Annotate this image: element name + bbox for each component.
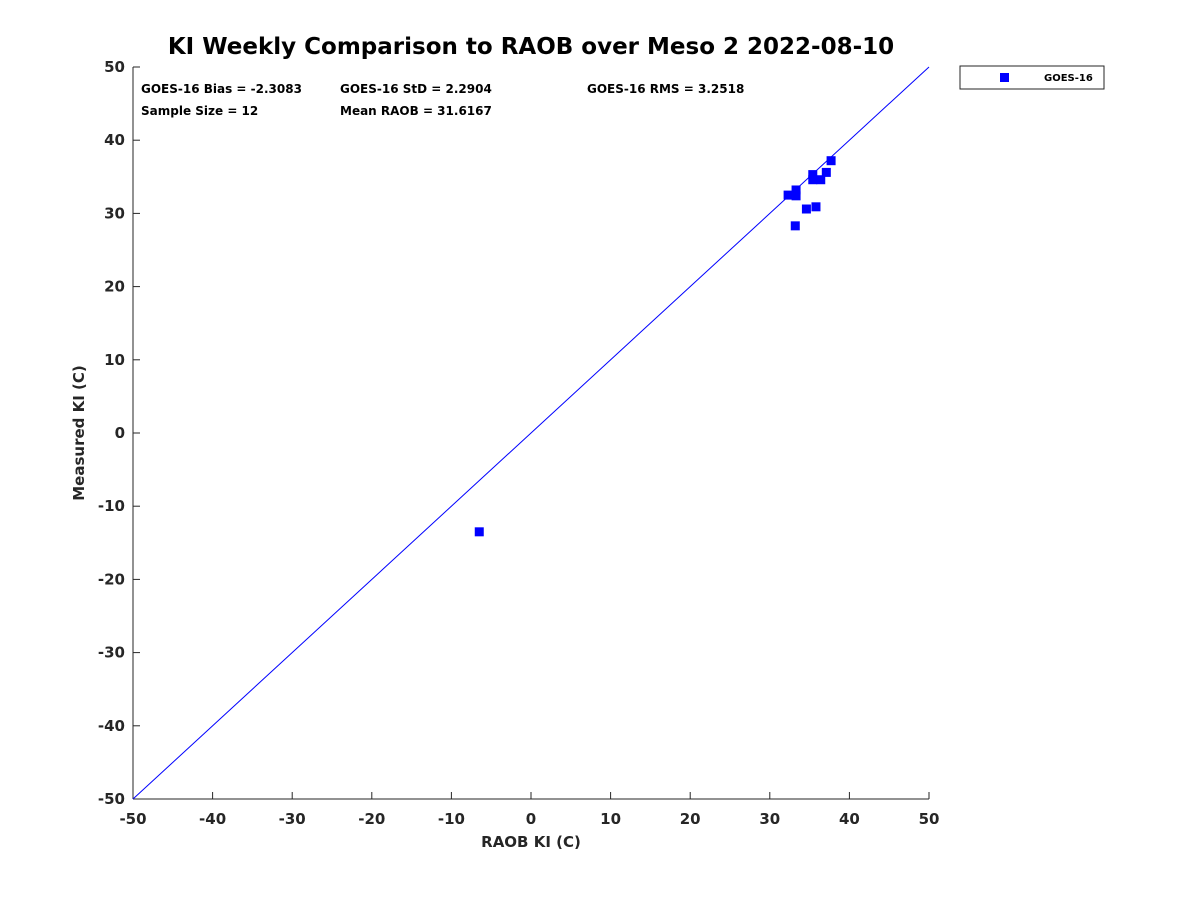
x-tick-label: -10	[438, 810, 465, 828]
x-ticks: -50 -40 -30 -20 -10 0 10 20 30 40 50	[119, 792, 939, 828]
y-tick-label: -40	[98, 717, 125, 735]
y-tick-label: 20	[104, 278, 125, 296]
y-tick-label: 30	[104, 204, 125, 222]
y-tick-label: 50	[104, 58, 125, 76]
data-point	[783, 190, 793, 200]
x-tick-label: -30	[279, 810, 306, 828]
x-tick-label: 50	[919, 810, 940, 828]
data-point	[816, 175, 826, 185]
x-tick-label: 20	[680, 810, 701, 828]
data-point	[821, 167, 831, 177]
stat-mean-raob: Mean RAOB = 31.6167	[340, 104, 492, 118]
y-tick-label: -20	[98, 570, 125, 588]
y-tick-label: -30	[98, 644, 125, 662]
scatter-points	[474, 156, 836, 537]
x-tick-label: 10	[600, 810, 621, 828]
x-tick-label: -50	[119, 810, 146, 828]
legend-box	[959, 65, 1105, 90]
stat-std: GOES-16 StD = 2.2904	[340, 82, 492, 96]
chart-title: KI Weekly Comparison to RAOB over Meso 2…	[168, 34, 894, 60]
stat-rms: GOES-16 RMS = 3.2518	[587, 82, 744, 96]
x-tick-label: 40	[839, 810, 860, 828]
x-tick-label: -40	[199, 810, 226, 828]
stat-bias: GOES-16 Bias = -2.3083	[141, 82, 302, 96]
stat-sample-size: Sample Size = 12	[141, 104, 258, 118]
x-tick-label: 30	[759, 810, 780, 828]
y-tick-label: -10	[98, 497, 125, 515]
data-point	[811, 202, 821, 212]
x-tick-label: -20	[358, 810, 385, 828]
legend-marker-goes-16	[1000, 73, 1009, 82]
stats-annotations: GOES-16 Bias = -2.3083 GOES-16 StD = 2.2…	[141, 82, 744, 118]
data-point	[801, 204, 811, 214]
data-point	[791, 185, 801, 195]
y-ticks: -50 -40 -30 -20 -10 0 10 20 30 40 50	[98, 58, 140, 808]
data-point	[826, 156, 836, 166]
data-point	[808, 175, 818, 185]
y-tick-label: 10	[104, 351, 125, 369]
y-axis-label: Measured KI (C)	[70, 365, 88, 501]
y-tick-label: -50	[98, 790, 125, 808]
data-point	[808, 170, 818, 180]
data-point	[791, 191, 801, 201]
legend-label-goes-16: GOES-16	[1044, 73, 1093, 84]
legend: GOES-16	[959, 65, 1105, 90]
y-tick-label: 0	[115, 424, 125, 442]
x-axis-label: RAOB KI (C)	[481, 833, 581, 851]
data-point	[790, 221, 800, 231]
data-point	[474, 527, 484, 537]
y-tick-label: 40	[104, 131, 125, 149]
x-tick-label: 0	[526, 810, 536, 828]
